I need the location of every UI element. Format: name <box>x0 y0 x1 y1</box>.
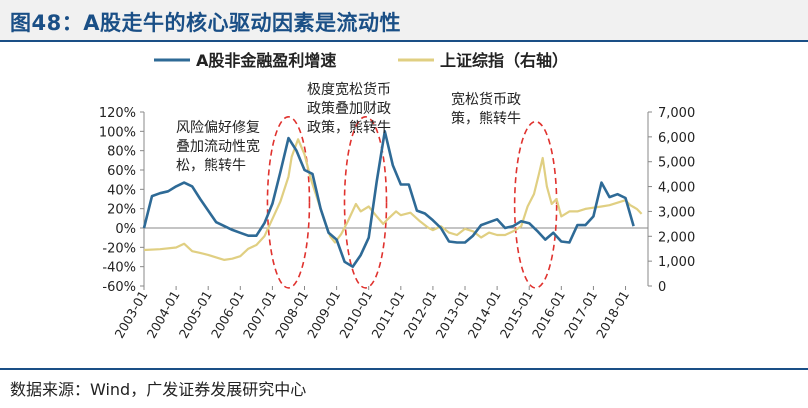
annotation-line: 策，熊转牛 <box>451 110 521 127</box>
figure-title: 图48：A股走牛的核心驱动因素是流动性 <box>10 11 401 35</box>
y-right-tick-label: 4,000 <box>658 181 695 196</box>
highlight-ellipse <box>513 120 558 289</box>
title-bar: 图48：A股走牛的核心驱动因素是流动性 <box>0 0 808 40</box>
annotation-line: 政策叠加财政 <box>307 100 391 117</box>
legend-label: A股非金融盈利增速 <box>196 51 336 70</box>
title-rule <box>0 40 808 42</box>
y-left-tick-label: -40% <box>102 261 136 276</box>
y-right-tick-label: 1,000 <box>658 255 695 270</box>
y-left-tick-label: 80% <box>107 145 136 160</box>
y-left-tick-label: 40% <box>107 183 136 198</box>
series-lines <box>142 130 643 268</box>
y-right-tick-label: 5,000 <box>658 156 695 171</box>
legend-label: 上证综指（右轴） <box>440 51 568 70</box>
source-note: 数据来源：Wind，广发证券发展研究中心 <box>10 380 307 399</box>
highlight-ellipse <box>343 116 388 289</box>
annotation-line: 风险偏好修复 <box>176 119 260 136</box>
series-line-earnings-growth <box>142 130 635 268</box>
chart-legend: A股非金融盈利增速 上证综指（右轴） <box>154 51 568 70</box>
y-right-tick-label: 2,000 <box>658 230 695 245</box>
y-right-tick-label: 6,000 <box>658 131 695 146</box>
y-left-tick-label: -20% <box>102 241 136 256</box>
annotation-line: 叠加流动性宽 <box>176 138 260 155</box>
annotation-line: 松，熊转牛 <box>176 158 246 174</box>
y-right-tick-label: 7,000 <box>658 106 695 121</box>
y-right-tick-label: 3,000 <box>658 205 695 220</box>
highlight-ellipse <box>266 116 311 289</box>
y-left-tick-label: 0% <box>115 222 136 237</box>
source-rule <box>0 368 808 370</box>
annotation-line: 政策，熊转牛 <box>307 119 391 136</box>
y-left-tick-label: 60% <box>107 164 136 179</box>
annotation-line: 宽松货币政 <box>451 91 521 108</box>
highlight-ellipses <box>266 116 558 289</box>
line-chart: -60% -40% -20% 0% 20% 40% 60% 80% 100% 120% 0 1,000… <box>99 51 695 341</box>
y-left-tick-label: -60% <box>102 280 136 295</box>
y-right-tick-label: 0 <box>658 280 666 295</box>
y-left-tick-label: 100% <box>99 125 136 140</box>
y-left-tick-label: 120% <box>99 106 136 121</box>
series-line-shanghai-index <box>143 138 643 261</box>
annotation-line: 极度宽松货币 <box>307 81 391 98</box>
y-left-tick-label: 20% <box>107 203 136 218</box>
